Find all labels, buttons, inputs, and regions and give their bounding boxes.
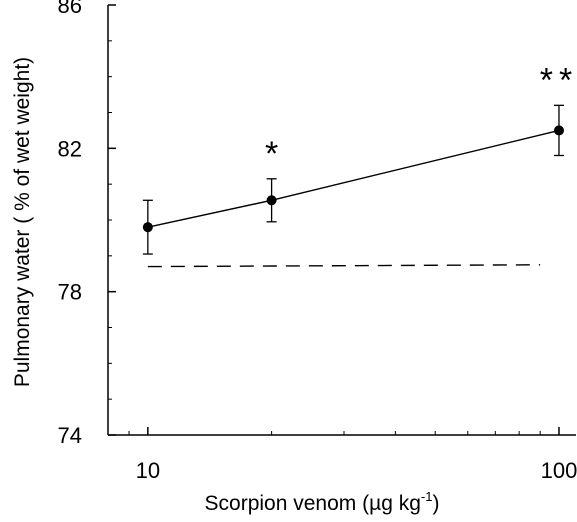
significance-marker: * [265,135,278,173]
plot-area: *** [142,61,577,268]
data-point [553,125,564,136]
significance-marker: ** [540,61,577,99]
y-tick-label: 78 [58,280,82,305]
axes: 74 78 82 86 10 100 [58,0,577,483]
y-tick-label: 74 [58,423,82,448]
data-point [142,222,153,233]
y-axis-label: Pulmonary water ( % of wet weight) [11,57,34,387]
x-axis-label: Scorpion venom (µg kg-1) [205,489,440,515]
x-tick-label: 100 [541,458,577,483]
data-point [266,195,277,206]
x-axis-label-close: ) [432,492,439,515]
x-axis-label-text: Scorpion venom (µg kg [205,492,421,515]
x-axis-label-superscript: -1 [421,489,433,504]
baseline-dashed-line [147,264,541,268]
x-tick-label: 10 [136,458,160,483]
y-tick-label: 86 [58,0,82,18]
series-line [147,129,560,228]
y-tick-label: 82 [58,136,82,161]
